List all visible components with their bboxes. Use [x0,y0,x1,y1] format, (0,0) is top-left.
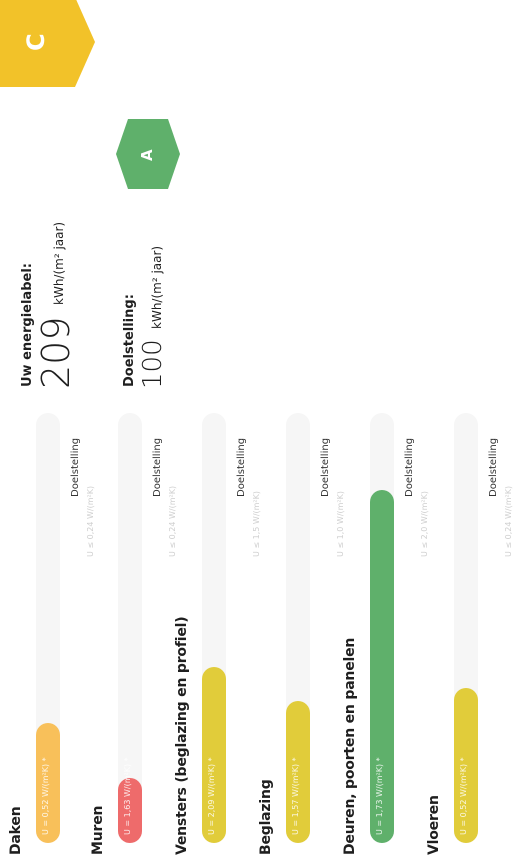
progress-track: U = 0,52 W/(m²K) * [454,413,478,843]
progress-track: U = 1,73 W/(m²K) * [370,413,394,843]
progress-track: U = 1,63 W/(m²K) * [118,413,142,843]
goal-label: Doelstelling [404,437,415,497]
category-daken: Daken U = 0,52 W/(m²K) * Doelstelling U … [8,410,95,855]
goal-value: U ≤ 0,24 W/(m²K) [504,485,513,557]
goal-label: Doelstelling [320,437,331,497]
category-name: Vensters (beglazing en profiel) [174,616,190,855]
goal-label: Doelstelling [152,437,163,497]
category-vloeren: Vloeren U = 0,52 W/(m²K) * Doelstelling … [426,410,513,855]
target-grade: A [138,149,156,161]
progress-track: U = 2,09 W/(m²K) * [202,413,226,843]
target-unit: kWh/(m² jaar) [150,245,164,329]
target-label-title: Doelstelling: [122,294,137,387]
category-vensters: Vensters (beglazing en profiel) U = 2,09… [174,410,261,855]
target-grade-arrow: A [128,119,168,189]
u-value: U = 2,09 W/(m²K) * [207,757,216,835]
category-name: Deuren, poorten en panelen [342,637,358,855]
goal-label: Doelstelling [70,437,81,497]
goal-label: Doelstelling [488,437,499,497]
category-name: Beglazing [258,779,274,855]
category-muren: Muren U = 1,63 W/(m²K) * Doelstelling U … [90,410,177,855]
current-grade-arrow: C [0,0,75,87]
u-value: U = 1,57 W/(m²K) * [291,757,300,835]
progress-track: U = 1,57 W/(m²K) * [286,413,310,843]
current-label-title: Uw energielabel: [20,263,35,387]
current-unit: kWh/(m² jaar) [52,221,66,305]
progress-track: U = 0,52 W/(m²K) * [36,413,60,843]
category-deuren: Deuren, poorten en panelen U = 1,73 W/(m… [342,410,429,855]
u-value: U = 1,73 W/(m²K) * [375,757,384,835]
target-value: 100 [138,339,168,389]
u-value: U = 0,52 W/(m²K) * [41,757,50,835]
goal-label: Doelstelling [236,437,247,497]
category-beglazing: Beglazing U = 1,57 W/(m²K) * Doelstellin… [258,410,345,855]
u-value: U = 0,52 W/(m²K) * [459,757,468,835]
current-grade: C [22,33,50,51]
category-name: Vloeren [426,795,442,855]
current-value: 209 [34,316,78,389]
energy-label-panel: Uw energielabel: 209 kWh/(m² jaar) Doels… [0,0,515,395]
category-name: Muren [90,805,106,855]
u-value: U = 1,63 W/(m²K) * [123,757,132,835]
category-name: Daken [8,806,24,855]
